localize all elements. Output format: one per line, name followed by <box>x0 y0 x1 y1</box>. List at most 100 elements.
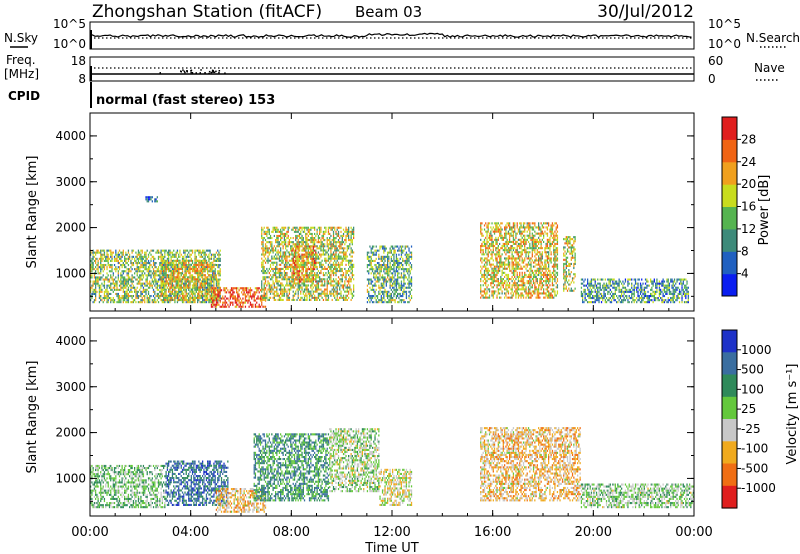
data-cell <box>212 274 214 277</box>
noise-left-tick-max: 10^5 <box>53 17 86 31</box>
data-cell <box>139 274 141 277</box>
data-cell <box>384 276 386 279</box>
data-cell <box>195 278 197 281</box>
data-cell <box>311 241 313 244</box>
data-cell <box>290 249 292 252</box>
data-cell <box>154 290 156 293</box>
data-cell <box>213 299 215 302</box>
data-cell <box>97 268 99 271</box>
data-cell <box>108 280 111 283</box>
data-cell <box>297 266 299 269</box>
data-cell <box>95 284 97 287</box>
data-cell <box>264 292 267 295</box>
data-cell <box>271 243 273 246</box>
data-cell <box>488 242 491 245</box>
data-cell <box>286 290 288 293</box>
data-cell <box>491 269 493 272</box>
data-cell <box>330 255 332 258</box>
data-cell <box>303 296 306 299</box>
data-cell <box>317 237 320 240</box>
data-cell <box>319 292 321 295</box>
data-cell <box>305 298 307 301</box>
data-cell <box>147 266 150 269</box>
data-cell <box>135 301 137 304</box>
data-cell <box>332 263 335 266</box>
data-cell <box>149 251 151 254</box>
data-cell <box>115 259 117 262</box>
data-cell <box>185 262 187 265</box>
data-cell <box>312 237 314 240</box>
data-cell <box>236 301 238 304</box>
data-cell <box>154 292 156 295</box>
data-cell <box>156 274 158 277</box>
data-cell <box>129 278 131 281</box>
data-cell <box>296 234 298 237</box>
data-cell <box>195 261 197 264</box>
data-cell <box>376 280 379 283</box>
data-cell <box>212 287 214 290</box>
data-cell <box>141 266 143 269</box>
data-cell <box>146 282 148 285</box>
data-cell <box>287 255 289 258</box>
data-cell <box>131 249 133 252</box>
data-cell <box>218 264 220 267</box>
data-cell <box>326 288 328 291</box>
data-cell <box>380 290 382 293</box>
data-cell <box>298 288 301 291</box>
data-cell <box>132 262 135 265</box>
data-cell <box>151 255 153 258</box>
data-cell <box>402 249 404 252</box>
data-cell <box>213 263 215 266</box>
data-cell <box>200 286 202 289</box>
data-cell <box>312 286 314 289</box>
data-cell <box>126 268 128 271</box>
data-cell <box>152 290 155 293</box>
data-cell <box>264 230 267 233</box>
data-cell <box>322 284 325 287</box>
data-cell <box>483 245 486 248</box>
data-cell <box>244 295 247 298</box>
data-cell <box>389 247 391 250</box>
data-cell <box>317 292 320 295</box>
data-cell <box>190 274 192 277</box>
data-cell <box>314 290 316 293</box>
data-cell <box>334 267 336 270</box>
data-cell <box>166 280 169 283</box>
data-cell <box>217 286 219 289</box>
data-cell <box>346 272 348 275</box>
data-cell <box>205 280 208 283</box>
data-cell <box>218 255 220 258</box>
data-cell <box>213 274 215 277</box>
data-cell <box>298 228 301 231</box>
data-cell <box>293 298 296 301</box>
data-cell <box>346 286 348 289</box>
data-cell <box>388 272 390 275</box>
data-cell <box>394 270 396 273</box>
data-cell <box>132 249 135 252</box>
data-cell <box>287 267 289 270</box>
data-cell <box>194 253 196 256</box>
data-cell <box>306 272 308 275</box>
data-cell <box>122 282 124 285</box>
data-cell <box>213 280 215 283</box>
data-cell <box>285 259 287 262</box>
data-cell <box>95 270 97 273</box>
data-cell <box>290 288 292 291</box>
nave-point <box>218 70 221 72</box>
data-cell <box>269 263 272 266</box>
data-cell <box>161 272 163 275</box>
data-cell <box>135 288 137 291</box>
data-cell <box>291 264 293 267</box>
data-cell <box>205 288 208 291</box>
data-cell <box>106 301 108 304</box>
data-cell <box>389 266 391 269</box>
data-cell <box>387 290 389 293</box>
data-cell <box>394 251 396 254</box>
data-cell <box>320 255 322 258</box>
data-cell <box>263 284 265 287</box>
data-cell <box>165 298 167 301</box>
data-cell <box>149 286 151 289</box>
data-cell <box>202 280 204 283</box>
data-cell <box>263 237 265 240</box>
data-cell <box>495 265 497 268</box>
